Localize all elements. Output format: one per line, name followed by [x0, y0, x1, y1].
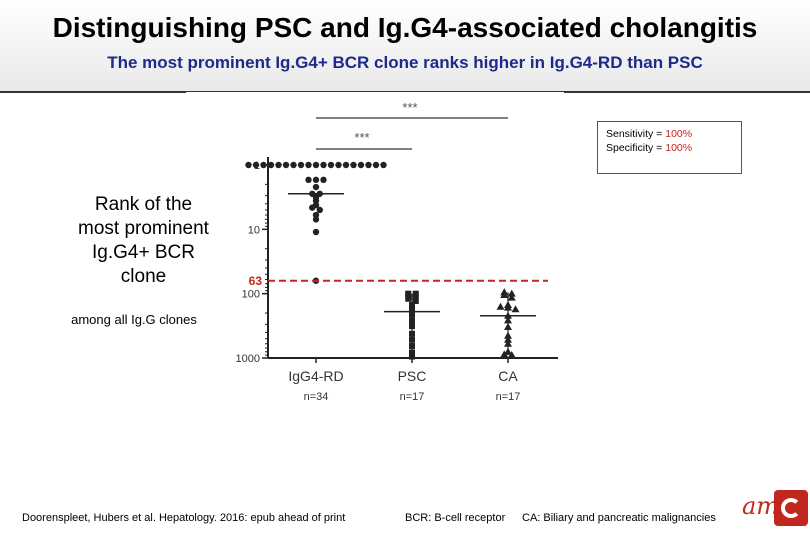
data-point-igg4rd — [335, 161, 342, 169]
y-axis-label-box: Rank of the most prominent Ig.G4+ BCR cl… — [61, 189, 226, 287]
x-tick-label: CA — [498, 368, 518, 384]
data-point-psc — [412, 297, 419, 304]
data-point-igg4rd — [320, 161, 327, 169]
amc-logo: am — [742, 486, 808, 534]
data-point-igg4rd — [342, 161, 350, 169]
data-point-igg4rd — [275, 161, 282, 169]
data-point-igg4rd — [245, 161, 252, 169]
data-point-ca — [507, 289, 516, 297]
data-point-igg4rd — [350, 161, 357, 169]
x-tick-label: PSC — [398, 368, 427, 384]
bcr-definition: BCR: B-cell receptor — [405, 512, 506, 524]
y-label-line2: most prominent — [78, 218, 209, 239]
data-point-igg4rd — [357, 161, 365, 169]
sensitivity-value: 100% — [665, 128, 693, 140]
data-point-ca — [500, 350, 509, 358]
y-label-line1: Rank of the — [94, 194, 193, 215]
y-label-line3: Ig.G4+ BCR — [92, 242, 195, 263]
data-point-psc — [405, 295, 412, 302]
threshold-line-group: 63 — [249, 274, 548, 288]
data-point-igg4rd — [312, 183, 320, 191]
data-point-igg4rd — [260, 161, 267, 169]
data-point-igg4rd — [372, 161, 380, 169]
median-lines — [288, 193, 536, 357]
n-label: n=17 — [400, 391, 425, 403]
data-point-igg4rd — [327, 161, 335, 169]
data-point-ca — [507, 293, 516, 301]
data-point-psc — [412, 293, 419, 300]
data-point-igg4rd — [312, 228, 320, 236]
ca-definition: CA: Biliary and pancreatic malignancies — [522, 512, 716, 524]
specificity-value: 100% — [665, 142, 693, 154]
sensitivity-label: Sensitivity = — [606, 128, 666, 140]
y-axis-sublabel: among all Ig.G clones — [61, 310, 207, 329]
data-point-ca — [496, 302, 505, 310]
logo-mark-icon — [774, 490, 808, 526]
data-point-igg4rd — [312, 161, 320, 169]
logo-text: am — [742, 492, 780, 520]
data-point-igg4rd — [305, 176, 312, 184]
plot-panel — [186, 92, 564, 414]
significance-top-label: *** — [402, 100, 417, 115]
y-tick-label: 10 — [248, 224, 260, 236]
data-point-igg4rd — [380, 161, 387, 169]
data-point-igg4rd — [252, 161, 260, 169]
y-tick-label: 100 — [242, 289, 260, 301]
data-points — [245, 161, 520, 360]
data-point-ca — [507, 351, 516, 359]
y-tick-label: 1000 — [236, 353, 260, 365]
specificity-label: Specificity = — [606, 142, 666, 154]
data-point-igg4rd — [267, 161, 275, 169]
data-point-igg4rd — [316, 206, 323, 214]
n-label: n=34 — [304, 391, 329, 403]
data-point-ca — [500, 291, 509, 299]
data-point-igg4rd — [365, 161, 372, 169]
data-point-igg4rd — [282, 161, 290, 169]
data-point-igg4rd — [312, 216, 320, 223]
data-point-igg4rd — [290, 161, 297, 169]
significance-inner-label: *** — [354, 130, 369, 145]
page-subtitle: The most prominent Ig.G4+ BCR clone rank… — [107, 53, 703, 72]
page-title: Distinguishing PSC and Ig.G4-associated … — [52, 12, 758, 43]
threshold-label: 63 — [249, 274, 263, 288]
data-point-igg4rd — [309, 204, 316, 211]
y-label-line4: clone — [120, 266, 167, 287]
x-tick-label: IgG4-RD — [288, 368, 343, 384]
plot-panel-extension — [242, 410, 462, 428]
data-point-igg4rd — [312, 176, 320, 184]
data-point-igg4rd — [297, 161, 305, 169]
citation-text: Doorenspleet, Hubers et al. Hepatology. … — [22, 512, 346, 524]
data-point-ca — [511, 305, 520, 313]
data-point-igg4rd — [320, 176, 327, 184]
data-point-igg4rd — [305, 161, 312, 169]
sensitivity-specificity-box: Sensitivity = 100% Specificity = 100% — [597, 121, 742, 174]
n-label: n=17 — [496, 391, 521, 403]
data-point-psc — [405, 292, 412, 299]
significance-bars: *** *** — [316, 100, 508, 150]
title-band: Distinguishing PSC and Ig.G4-associated … — [0, 0, 810, 93]
